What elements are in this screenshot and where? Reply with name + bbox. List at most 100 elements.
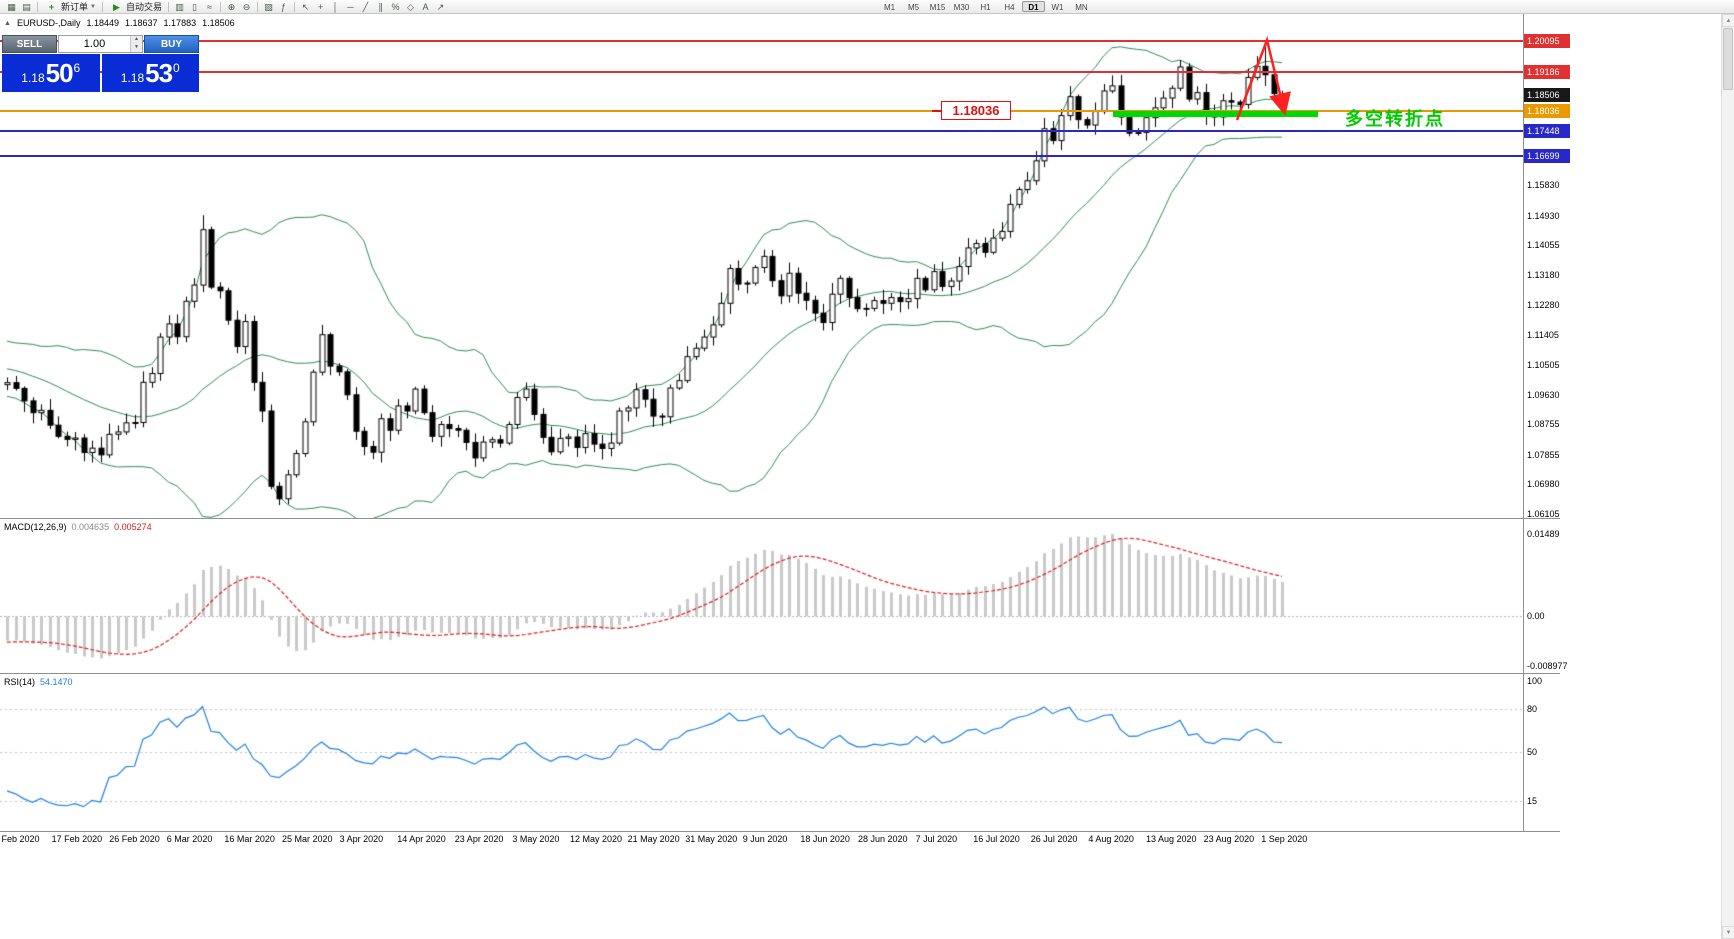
toolbar-separator [219, 1, 221, 12]
arrow-object-icon[interactable]: ↗ [436, 1, 445, 12]
toolbar-separator [37, 1, 38, 12]
sell-price-figure: 1.18 [21, 70, 45, 85]
time-axis-border [0, 831, 1560, 832]
panel-splitter-rsi[interactable] [0, 673, 1560, 674]
time-axis-label: 17 Feb 2020 [51, 834, 103, 844]
time-axis-label: 28 Jun 2020 [858, 834, 908, 844]
zoom-in-icon[interactable]: ⊕ [227, 1, 236, 12]
dropdown-caret-icon[interactable]: ▼ [90, 3, 96, 10]
fibonacci-icon[interactable]: % [391, 1, 400, 12]
buy-price-pips: 53 [145, 57, 173, 88]
text-icon[interactable]: A [422, 1, 429, 12]
scroll-down-icon[interactable]: ▼ [1722, 926, 1734, 939]
charts-grid-icon[interactable]: ▦ [7, 1, 16, 12]
vertical-line-icon[interactable]: │ [332, 1, 339, 12]
time-axis-label: 3 May 2020 [512, 834, 560, 844]
macd-panel-canvas[interactable] [0, 520, 1523, 672]
new-order-button[interactable]: + 新订单 ▼ [41, 1, 99, 13]
scrollbar-thumb[interactable] [1723, 28, 1733, 90]
price-flag[interactable]: 1.18036 [941, 101, 1011, 120]
bar-chart-icon[interactable]: ▥ [175, 1, 184, 12]
scroll-up-icon[interactable]: ▲ [1722, 14, 1734, 27]
timeframe-button-w1[interactable]: W1 [1051, 3, 1064, 12]
time-axis-label: 18 Jun 2020 [800, 834, 850, 844]
panel-splitter-macd[interactable] [0, 518, 1560, 519]
hline-1.18036[interactable] [0, 110, 1523, 112]
new-chart-icon[interactable]: ▧ [264, 1, 273, 12]
toolbar-separator [167, 1, 169, 12]
sell-price-pips: 50 [45, 57, 74, 88]
time-axis-label: 12 May 2020 [570, 834, 623, 844]
timeframe-button-m1[interactable]: M1 [883, 3, 896, 12]
time-axis-label: 6 Mar 2020 [166, 834, 213, 844]
timeframe-button-h4[interactable]: H4 [1004, 3, 1015, 12]
panel-collapse-icon[interactable]: ▲ [4, 19, 11, 27]
indicators-icon[interactable]: ƒ [280, 1, 286, 12]
turning-point-label[interactable]: 多空转折点 [1345, 109, 1445, 130]
price-axis-label: 1.06105 [1527, 508, 1560, 519]
hline-1.17448[interactable] [0, 129, 1523, 132]
timeframe-button-m5[interactable]: M5 [907, 3, 920, 12]
profiles-icon[interactable]: ▤ [22, 1, 31, 12]
crosshair-icon[interactable]: + [317, 1, 324, 12]
autotrading-button[interactable]: ▶ 自动交易 [106, 1, 165, 13]
horizontal-line-icon[interactable]: ─ [347, 1, 354, 12]
price-tag-1.18506: 1.18506 [1524, 88, 1570, 103]
buy-price-button[interactable]: 1.18 53 0 [101, 54, 199, 92]
ohlc-open: 1.18449 [86, 18, 119, 28]
macd-signal-value: 0.005274 [114, 522, 152, 532]
chart-window: 1.18036 多空转折点 ▲ EURUSD-,Daily 1.18449 1.… [0, 14, 1734, 939]
volume-decrease-button[interactable]: ▼ [131, 44, 142, 52]
timeframe-button-mn[interactable]: MN [1075, 3, 1088, 12]
time-axis-label: 25 Mar 2020 [282, 834, 333, 844]
hline-1.16699[interactable] [0, 155, 1523, 158]
time-axis-label: 9 Jun 2020 [742, 834, 788, 844]
autotrading-icon: ▶ [113, 1, 120, 12]
channel-icon[interactable]: ∥ [378, 1, 383, 12]
price-flag-dash [932, 110, 941, 112]
price-axis-label: 1.10505 [1527, 360, 1560, 371]
time-axis-label: 16 Jul 2020 [973, 834, 1020, 844]
price-axis-label: 1.06980 [1527, 479, 1560, 490]
sell-price-button[interactable]: 1.18 50 6 [2, 54, 100, 92]
ohlc-close: 1.18506 [202, 18, 235, 28]
price-axis-label: 1.11405 [1527, 329, 1559, 340]
support-highlight-line[interactable] [1113, 110, 1318, 117]
time-axis-label: 7 Jul 2020 [915, 834, 958, 844]
ohlc-high: 1.18637 [125, 18, 158, 28]
line-chart-icon[interactable]: ≈ [207, 1, 212, 12]
cursor-icon[interactable]: ↖ [301, 1, 310, 12]
timeframe-button-h1[interactable]: H1 [980, 3, 991, 12]
price-axis-label: 1.07855 [1527, 449, 1560, 460]
time-axis-label: 31 May 2020 [685, 834, 738, 844]
timeframe-button-m15[interactable]: M15 [929, 3, 946, 12]
hline-1.19186[interactable] [0, 71, 1523, 74]
price-tag-1.17448: 1.17448 [1524, 123, 1570, 138]
timeframe-button-d1[interactable]: D1 [1022, 1, 1045, 12]
volume-input[interactable] [59, 36, 130, 52]
timeframe-button-m30[interactable]: M30 [953, 3, 970, 12]
shapes-icon[interactable]: ◇ [407, 1, 414, 12]
volume-increase-button[interactable]: ▲ [131, 36, 142, 44]
candlestick-chart-icon[interactable]: ▯ [192, 1, 197, 12]
macd-axis-label: 0.00 [1527, 611, 1545, 622]
trendline-icon[interactable]: ╱ [362, 1, 369, 12]
toolbar-separator [101, 1, 103, 12]
vertical-scrollbar[interactable]: ▲ ▼ [1721, 14, 1734, 939]
rsi-value: 54.1470 [40, 677, 73, 687]
time-axis-label: 13 Aug 2020 [1146, 834, 1197, 844]
time-axis-label: 23 Aug 2020 [1203, 834, 1255, 844]
sell-button[interactable]: SELL [2, 35, 57, 53]
time-axis-label: 23 Apr 2020 [454, 834, 504, 844]
price-axis-border [1523, 14, 1524, 832]
hline-1.20095[interactable] [0, 40, 1523, 43]
rsi-panel-canvas[interactable] [0, 675, 1523, 830]
buy-button[interactable]: BUY [144, 35, 199, 53]
zoom-out-icon[interactable]: ⊖ [242, 1, 251, 12]
toolbar-left-group: ▦ ▤ + 新订单 ▼ ▶ 自动交易 ▥ ▯ ≈ ⊕ ⊖ ▧ ƒ ↖ + │ ─ ╱ ∥% ◇ A ↗ [4, 0, 448, 13]
price-axis-label: 1.09630 [1527, 389, 1560, 400]
rsi-axis-label: 15 [1527, 795, 1538, 806]
price-axis-label: 1.14930 [1527, 210, 1560, 221]
toolbar: ▦ ▤ + 新订单 ▼ ▶ 自动交易 ▥ ▯ ≈ ⊕ ⊖ ▧ ƒ ↖ + │ ─ ╱ ∥% ◇ A ↗ M1 M5 M15 M30… [0, 0, 1734, 14]
price-chart-canvas[interactable] [0, 14, 1523, 518]
